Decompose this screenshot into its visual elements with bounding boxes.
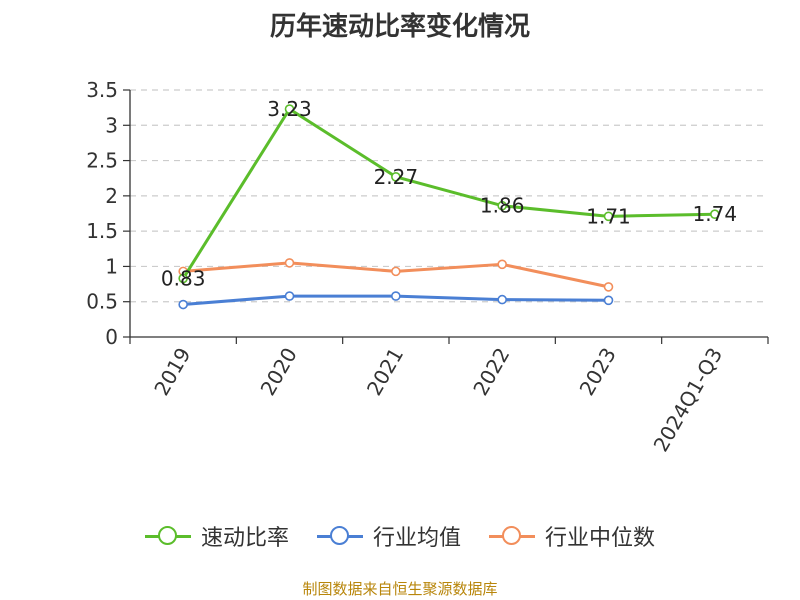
- data-point: [391, 172, 401, 182]
- legend-item-industry-mean[interactable]: 行业均值: [316, 520, 461, 552]
- data-label: 2.27: [374, 165, 419, 189]
- data-label: 1.71: [586, 204, 631, 228]
- legend: 速动比率 行业均值 行业中位数: [0, 520, 800, 552]
- data-point: [284, 291, 295, 301]
- data-point: [284, 258, 295, 268]
- data-point: [178, 299, 188, 310]
- y-tick-label: 2: [105, 184, 118, 208]
- chart-title: 历年速动比率变化情况: [269, 12, 530, 42]
- x-tick-label: 2020: [256, 344, 302, 400]
- data-label: 1.86: [480, 194, 525, 218]
- x-tick-label: 2022: [468, 343, 514, 399]
- data-point: [710, 209, 720, 220]
- data-label: 1.74: [693, 202, 738, 226]
- legend-label: 速动比率: [200, 526, 289, 551]
- data-point: [497, 200, 507, 211]
- data-label: 3.23: [267, 97, 312, 121]
- y-tick-label: 3.5: [86, 78, 118, 102]
- y-tick-label: 2.5: [86, 149, 118, 173]
- y-tick-label: 3: [105, 113, 118, 137]
- y-tick-label: 1.5: [86, 219, 118, 243]
- data-point: [284, 104, 295, 114]
- data-point: [603, 211, 614, 222]
- data-point: [497, 259, 507, 270]
- legend-item-industry-median[interactable]: 行业中位数: [489, 520, 655, 552]
- y-tick-label: 1: [105, 254, 118, 278]
- series-line: [181, 107, 715, 280]
- legend-line-icon: [316, 526, 363, 546]
- data-point: [391, 266, 401, 277]
- data-point: [603, 282, 614, 292]
- legend-label: 行业中位数: [545, 526, 656, 551]
- data-label: 0.83: [161, 266, 206, 290]
- x-tick-label: 2023: [575, 344, 621, 400]
- data-point: [178, 273, 188, 284]
- legend-label: 行业均值: [372, 526, 461, 551]
- x-tick-label: 2019: [149, 344, 195, 400]
- source-note: 制图数据来自恒生聚源数据库: [302, 580, 498, 598]
- y-tick-label: 0.5: [86, 290, 118, 314]
- legend-line-icon: [144, 526, 191, 546]
- y-tick-label: 0: [105, 325, 118, 349]
- data-point: [497, 294, 507, 305]
- legend-item-quick-ratio[interactable]: 速动比率: [144, 520, 289, 552]
- x-tick-label: 2024Q1-Q3: [648, 344, 727, 456]
- data-point: [391, 291, 401, 301]
- legend-line-icon: [489, 526, 535, 546]
- x-tick-label: 2021: [362, 344, 408, 400]
- data-point: [603, 295, 614, 306]
